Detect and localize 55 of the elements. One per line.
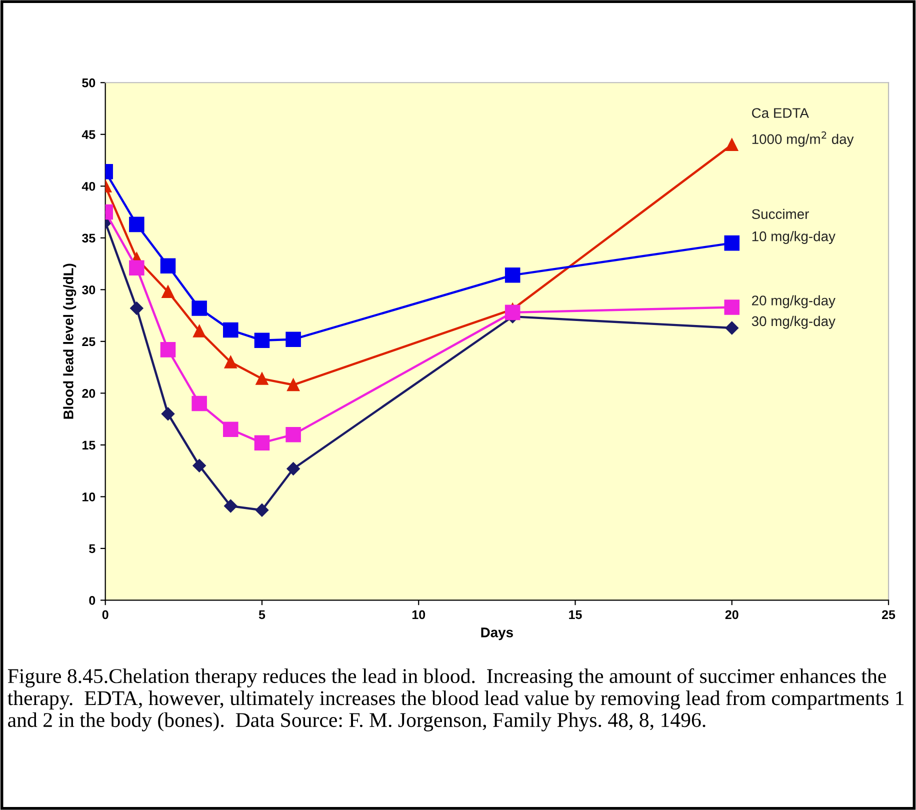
point bbox=[725, 321, 738, 335]
series-label: 30 mg/kg-day bbox=[752, 316, 836, 329]
point bbox=[223, 322, 238, 338]
x-tick-label: 10 bbox=[412, 610, 426, 620]
y-tick-label: 15 bbox=[82, 440, 96, 450]
point bbox=[724, 300, 740, 315]
point bbox=[193, 324, 206, 338]
x-axis-title: Days bbox=[481, 628, 513, 640]
point bbox=[504, 304, 520, 320]
x-tick-label: 25 bbox=[882, 610, 896, 620]
point bbox=[129, 260, 144, 276]
y-tick-label: 10 bbox=[82, 492, 96, 502]
y-tick-label: 35 bbox=[82, 234, 96, 243]
x-tick-label: 0 bbox=[102, 610, 108, 620]
point bbox=[129, 216, 144, 232]
point bbox=[192, 300, 207, 316]
point bbox=[160, 342, 176, 358]
point bbox=[286, 332, 301, 347]
y-tick-label: 5 bbox=[89, 544, 96, 554]
series-label: 20 mg/kg-day bbox=[752, 295, 836, 308]
series-label: 1000 mg/m$^{2}$ day bbox=[752, 131, 854, 147]
point bbox=[192, 396, 207, 412]
y-axis-title: Blood lead level (ug/dL) bbox=[63, 264, 76, 419]
y-tick-label: 40 bbox=[82, 182, 96, 191]
annotation: Ca EDTA bbox=[752, 108, 809, 118]
point bbox=[287, 378, 300, 392]
y-tick-label: 25 bbox=[82, 337, 96, 346]
x-tick-label: 15 bbox=[569, 610, 582, 620]
point bbox=[161, 407, 175, 420]
y-tick-label: 45 bbox=[82, 130, 96, 140]
point bbox=[254, 435, 270, 450]
x-tick-label: 20 bbox=[725, 610, 738, 620]
annotation: Succimer bbox=[752, 208, 809, 220]
point bbox=[223, 422, 238, 438]
series-label: 10 mg/kg-day bbox=[752, 231, 836, 244]
point bbox=[504, 268, 520, 283]
point bbox=[286, 426, 301, 442]
x-tick-label: 5 bbox=[258, 610, 266, 620]
y-tick-label: 50 bbox=[82, 78, 96, 88]
point bbox=[160, 258, 176, 274]
point bbox=[254, 332, 270, 348]
caption: Figure 8.45.Chelation therapy reduces the lead in blood. Increasing the amount of succimer enhances the therapy. EDTA, however, ultimately increases the blood lead value by removing lead from compartments 1 and 2 in the body (bones). Data Source: F. M. Jorgenson, Family Phys. 48, 8, 1496. bbox=[8, 668, 904, 732]
point bbox=[130, 302, 144, 315]
point bbox=[256, 372, 268, 385]
point bbox=[192, 459, 206, 472]
y-tick-label: 20 bbox=[82, 388, 96, 398]
point bbox=[255, 504, 269, 517]
point bbox=[724, 235, 740, 251]
point bbox=[162, 285, 174, 298]
point bbox=[726, 138, 738, 151]
point bbox=[286, 462, 300, 476]
y-tick-label: 0 bbox=[89, 596, 96, 605]
point bbox=[224, 356, 237, 368]
point bbox=[224, 499, 238, 513]
y-tick-label: 30 bbox=[82, 285, 96, 294]
